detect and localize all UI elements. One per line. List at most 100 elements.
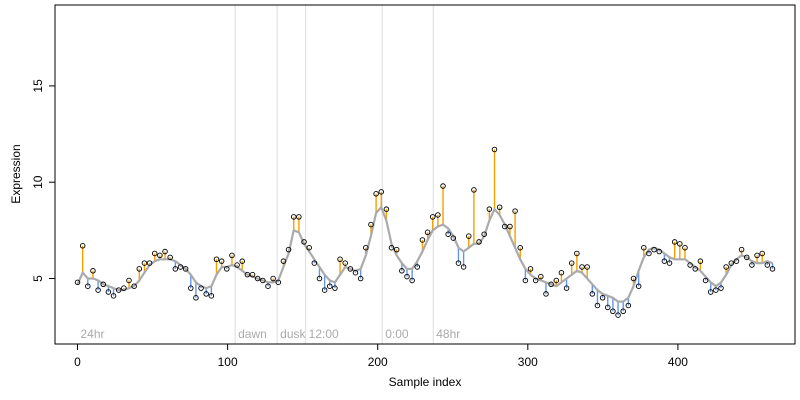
- data-point: [429, 214, 436, 220]
- data-point: [332, 285, 338, 291]
- data-point: [749, 262, 755, 268]
- data-point: [615, 312, 621, 318]
- data-point: [677, 241, 683, 247]
- x-tick-label: 200: [368, 355, 388, 369]
- data-point: [347, 266, 354, 272]
- x-tick-label: 300: [518, 355, 538, 369]
- data-point: [754, 252, 760, 259]
- data-point: [188, 285, 194, 291]
- data-point: [517, 244, 523, 251]
- phase-layer: 24hr dawn dusk 12:00 0:00 48hr: [81, 5, 460, 344]
- data-point: [466, 233, 472, 239]
- data-point: [738, 246, 745, 253]
- data-point: [496, 204, 503, 210]
- data-point: [254, 275, 261, 282]
- data-point: [440, 183, 446, 189]
- data-point: [414, 264, 421, 270]
- data-point: [702, 277, 709, 284]
- data-point: [74, 279, 81, 286]
- data-point: [522, 277, 529, 284]
- data-point: [244, 271, 251, 278]
- data-point: [589, 291, 596, 297]
- data-point: [769, 266, 776, 272]
- data-point: [666, 260, 673, 266]
- data-point: [502, 223, 508, 230]
- data-point: [100, 281, 107, 288]
- data-point: [759, 250, 765, 257]
- data-point: [455, 260, 462, 266]
- data-point: [697, 258, 704, 264]
- data-point: [285, 246, 292, 253]
- x-tick-label: 400: [668, 355, 688, 369]
- data-point: [234, 262, 240, 268]
- y-axis-label: Expression: [9, 144, 23, 203]
- data-point: [630, 275, 637, 282]
- data-point: [764, 262, 771, 268]
- data-point: [692, 266, 699, 272]
- data-point: [280, 258, 287, 264]
- phase-label: dawn: [238, 327, 267, 341]
- data-point: [553, 277, 560, 284]
- data-point: [610, 308, 616, 315]
- data-point: [301, 239, 307, 245]
- y-axis: 5 10 15: [31, 79, 55, 282]
- data-point: [563, 285, 570, 291]
- data-point: [296, 214, 302, 220]
- data-point: [151, 250, 158, 257]
- data-point: [646, 250, 652, 257]
- data-point: [435, 212, 441, 218]
- data-point: [558, 269, 565, 276]
- data-point: [373, 191, 379, 197]
- phase-label: dusk: [280, 327, 306, 341]
- data-point: [445, 231, 451, 237]
- data-point: [584, 264, 590, 270]
- data-point: [671, 239, 678, 245]
- data-point: [208, 293, 215, 299]
- data-point: [743, 254, 750, 261]
- data-point: [419, 237, 426, 243]
- data-point: [471, 187, 477, 193]
- data-point: [321, 287, 328, 293]
- data-point: [543, 291, 549, 297]
- data-point: [306, 244, 312, 251]
- data-point: [687, 262, 693, 268]
- data-point: [90, 268, 96, 274]
- data-point: [110, 293, 117, 299]
- data-point: [239, 258, 245, 264]
- data-point: [718, 285, 724, 291]
- data-point: [579, 264, 585, 270]
- data-point: [157, 252, 163, 259]
- data-point: [182, 266, 189, 272]
- data-point: [707, 289, 714, 295]
- data-point: [450, 235, 457, 241]
- data-point: [682, 244, 688, 251]
- data-point: [115, 287, 122, 293]
- data-point: [311, 260, 318, 266]
- data-point: [327, 283, 333, 289]
- x-tick-label: 0: [74, 355, 81, 369]
- data-point: [79, 243, 86, 249]
- data-point: [512, 208, 518, 214]
- data-point: [260, 277, 266, 284]
- data-point: [527, 266, 534, 272]
- data-point: [661, 258, 668, 264]
- data-point: [605, 304, 611, 311]
- data-point: [352, 269, 359, 276]
- data-point: [728, 260, 735, 266]
- data-point: [95, 287, 101, 293]
- data-point: [460, 264, 467, 270]
- data-point: [641, 244, 647, 251]
- data-point: [162, 248, 168, 255]
- data-point: [733, 258, 740, 264]
- data-point: [507, 223, 513, 230]
- observed-points: [74, 146, 776, 318]
- y-tick-label: 5: [31, 275, 45, 282]
- data-point: [136, 266, 143, 272]
- data-point: [481, 231, 487, 237]
- data-point: [316, 275, 323, 282]
- data-point: [218, 258, 225, 264]
- data-point: [656, 248, 662, 255]
- data-point: [290, 214, 297, 220]
- x-axis-label: Sample index: [389, 375, 462, 389]
